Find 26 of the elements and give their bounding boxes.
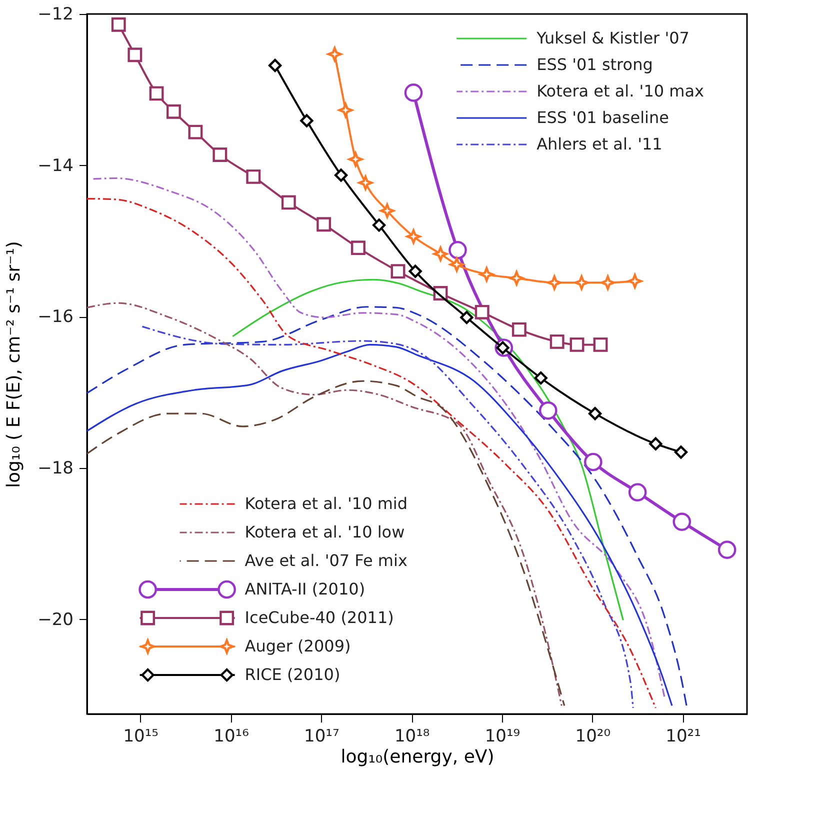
- x-tick-label: 10¹⁵: [123, 726, 158, 746]
- legend-label: Ahlers et al. '11: [536, 134, 662, 154]
- legend-label: ANITA-II (2010): [244, 580, 366, 598]
- legend-label: ESS '01 baseline: [536, 108, 669, 127]
- legend-label: Auger (2009): [244, 636, 351, 656]
- y-axis-title: log₁₀ ( E F(E), cm⁻² s⁻¹ sr⁻¹): [4, 241, 25, 488]
- y-tick-label: −12: [38, 4, 74, 24]
- legend-label: ESS '01 strong: [536, 55, 653, 74]
- x-tick-label: 10¹⁹: [484, 726, 520, 746]
- x-axis-title: log₁₀(energy, eV): [340, 746, 494, 768]
- legend-label: Ave et al. '07 Fe mix: [244, 551, 408, 570]
- legend-label: Kotera et al. '10 mid: [244, 494, 408, 513]
- x-tick-label: 10²¹: [666, 726, 701, 746]
- legend-label: Yuksel & Kistler '07: [536, 28, 690, 48]
- y-tick-label: −18: [38, 458, 74, 479]
- legend-label: Kotera et al. '10 low: [244, 522, 405, 542]
- x-tick-label: 10²⁰: [575, 726, 611, 746]
- y-tick-label: −16: [38, 307, 74, 328]
- legend-label: Kotera et al. '10 max: [536, 82, 704, 100]
- legend-label: IceCube-40 (2011): [244, 608, 394, 627]
- y-tick-label: −14: [38, 156, 74, 176]
- x-tick-label: 10¹⁷: [304, 726, 340, 746]
- legend-label: RICE (2010): [244, 665, 340, 684]
- x-tick-label: 10¹⁸: [394, 726, 430, 746]
- x-tick-label: 10¹⁶: [214, 726, 250, 746]
- y-tick-label: −20: [38, 610, 74, 630]
